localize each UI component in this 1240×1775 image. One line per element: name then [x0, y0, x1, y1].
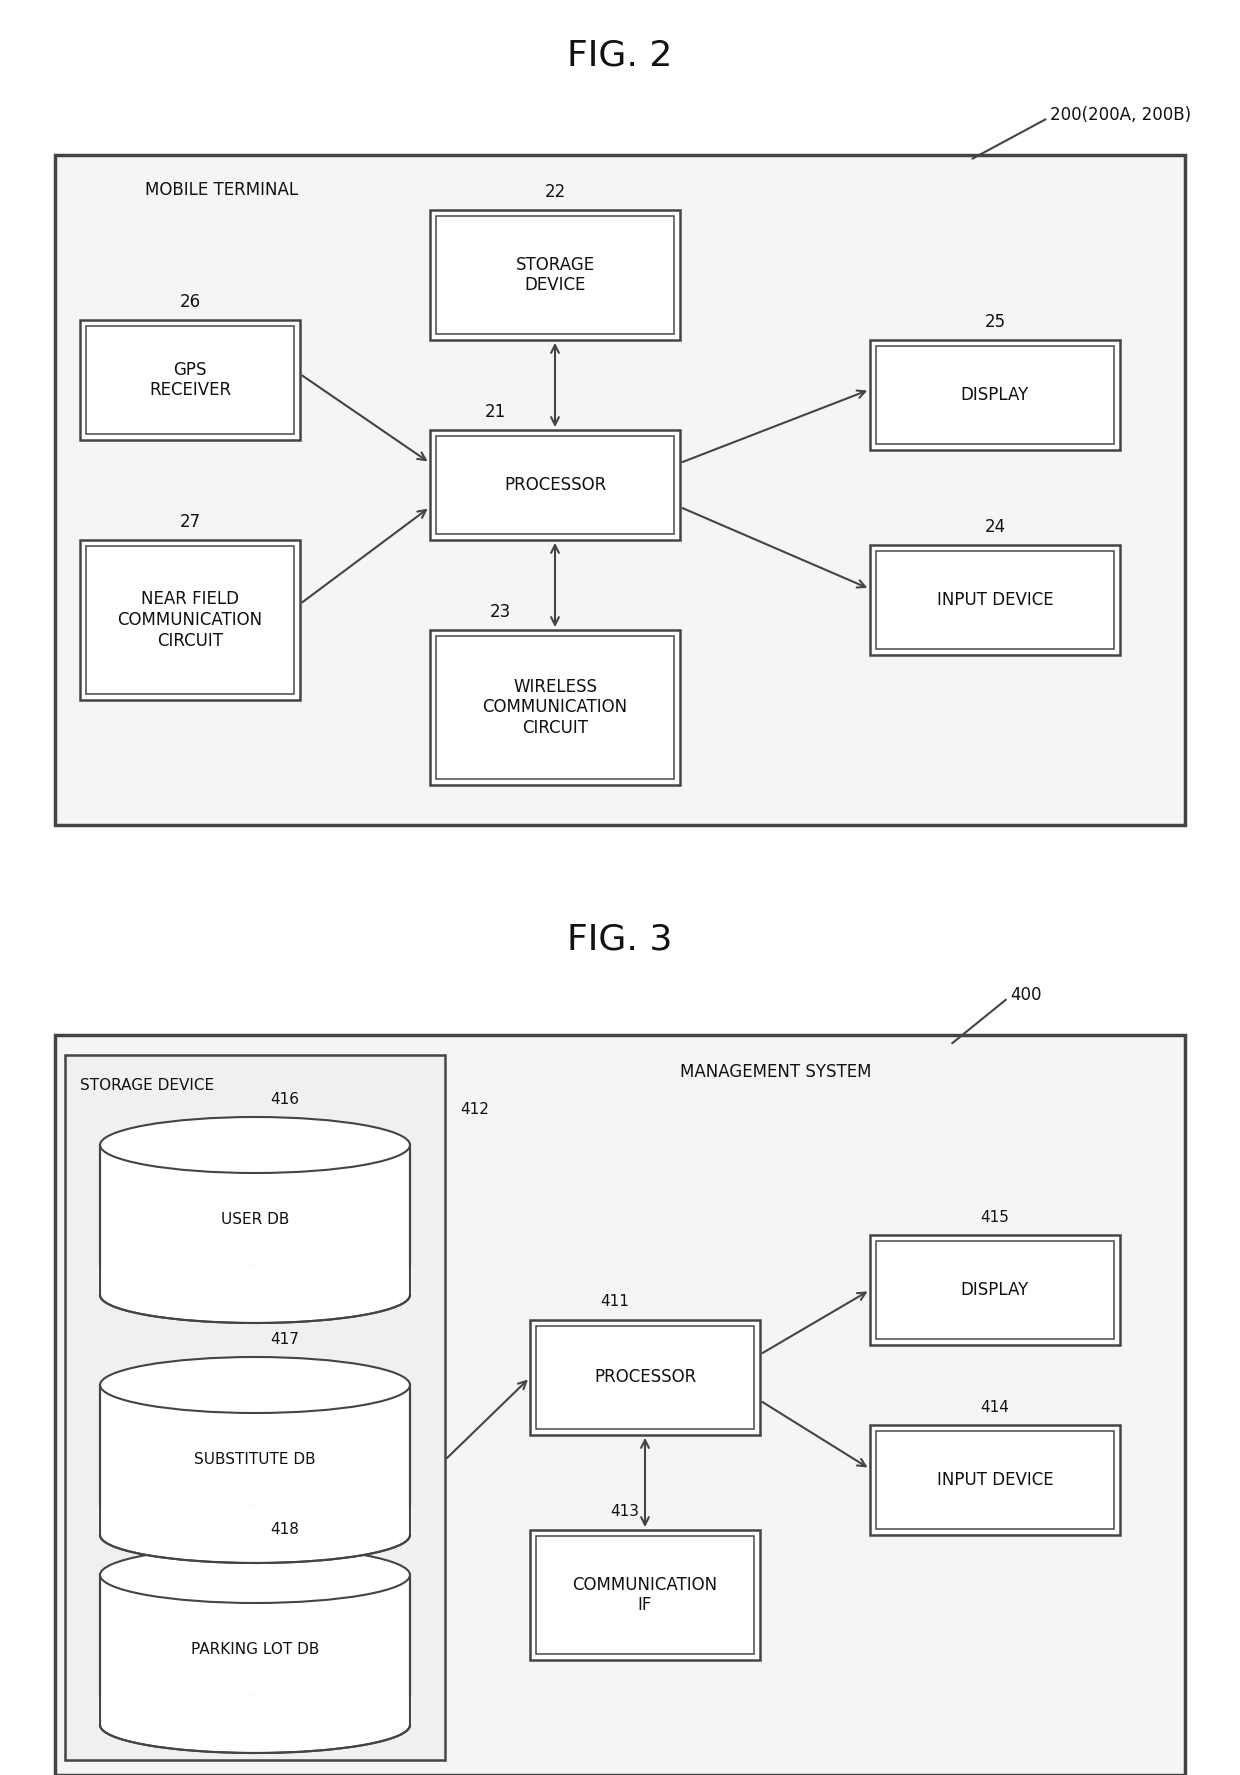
Text: SUBSTITUTE DB: SUBSTITUTE DB: [195, 1452, 316, 1468]
Bar: [81, 540, 300, 699]
Ellipse shape: [100, 1358, 410, 1413]
Text: 400: 400: [1011, 985, 1042, 1005]
Text: 22: 22: [544, 183, 565, 201]
Bar: [55, 154, 1185, 825]
Bar: [536, 1535, 754, 1654]
Bar: [86, 547, 294, 694]
Bar: [430, 630, 680, 785]
Bar: [529, 1530, 760, 1660]
Text: 417: 417: [270, 1331, 299, 1347]
Text: 24: 24: [985, 518, 1006, 536]
Bar: [875, 1431, 1114, 1528]
Bar: [436, 635, 675, 779]
Bar: [875, 346, 1114, 444]
Text: PARKING LOT DB: PARKING LOT DB: [191, 1642, 319, 1658]
Text: 200(200A, 200B): 200(200A, 200B): [1050, 106, 1192, 124]
Bar: [870, 545, 1120, 655]
Text: DISPLAY: DISPLAY: [961, 385, 1029, 405]
Bar: [430, 430, 680, 540]
Text: 418: 418: [270, 1521, 299, 1537]
Text: 27: 27: [180, 513, 201, 531]
Bar: [436, 437, 675, 534]
Bar: [870, 341, 1120, 451]
Text: 25: 25: [985, 312, 1006, 330]
Text: 23: 23: [490, 604, 511, 621]
Text: 21: 21: [485, 403, 506, 421]
Bar: [86, 327, 294, 435]
Bar: [98, 1695, 412, 1725]
Bar: [870, 1425, 1120, 1535]
Bar: [436, 217, 675, 334]
Text: PROCESSOR: PROCESSOR: [503, 476, 606, 493]
Ellipse shape: [100, 1507, 410, 1564]
Bar: [870, 1235, 1120, 1345]
Text: PROCESSOR: PROCESSOR: [594, 1369, 696, 1386]
Bar: [875, 550, 1114, 650]
Bar: [100, 1384, 410, 1535]
Bar: [536, 1326, 754, 1429]
Bar: [81, 320, 300, 440]
Bar: [55, 1035, 1185, 1775]
Bar: [100, 1145, 410, 1296]
Ellipse shape: [100, 1116, 410, 1173]
Ellipse shape: [100, 1697, 410, 1754]
Text: MOBILE TERMINAL: MOBILE TERMINAL: [145, 181, 298, 199]
Text: 413: 413: [610, 1505, 640, 1519]
Text: MANAGEMENT SYSTEM: MANAGEMENT SYSTEM: [680, 1063, 872, 1081]
Bar: [100, 1574, 410, 1725]
Text: STORAGE DEVICE: STORAGE DEVICE: [81, 1077, 215, 1092]
Text: GPS
RECEIVER: GPS RECEIVER: [149, 360, 231, 399]
Text: FIG. 3: FIG. 3: [568, 923, 672, 957]
Bar: [98, 1266, 412, 1296]
Text: 415: 415: [981, 1209, 1009, 1225]
Text: COMMUNICATION
IF: COMMUNICATION IF: [573, 1576, 718, 1615]
Text: WIRELESS
COMMUNICATION
CIRCUIT: WIRELESS COMMUNICATION CIRCUIT: [482, 678, 627, 737]
Text: DISPLAY: DISPLAY: [961, 1282, 1029, 1299]
Bar: [875, 1241, 1114, 1338]
Ellipse shape: [100, 1267, 410, 1322]
Text: 412: 412: [460, 1102, 489, 1118]
Text: 411: 411: [600, 1294, 630, 1310]
Text: INPUT DEVICE: INPUT DEVICE: [936, 591, 1053, 609]
Text: 414: 414: [981, 1399, 1009, 1415]
Text: NEAR FIELD
COMMUNICATION
CIRCUIT: NEAR FIELD COMMUNICATION CIRCUIT: [118, 591, 263, 650]
Text: STORAGE
DEVICE: STORAGE DEVICE: [516, 256, 594, 295]
Bar: [430, 209, 680, 341]
Bar: [98, 1505, 412, 1535]
Text: 26: 26: [180, 293, 201, 311]
Text: FIG. 2: FIG. 2: [568, 37, 672, 73]
Bar: [64, 1054, 445, 1761]
Bar: [529, 1321, 760, 1434]
Ellipse shape: [100, 1548, 410, 1603]
Text: USER DB: USER DB: [221, 1212, 289, 1228]
Text: 416: 416: [270, 1092, 300, 1106]
Text: INPUT DEVICE: INPUT DEVICE: [936, 1471, 1053, 1489]
